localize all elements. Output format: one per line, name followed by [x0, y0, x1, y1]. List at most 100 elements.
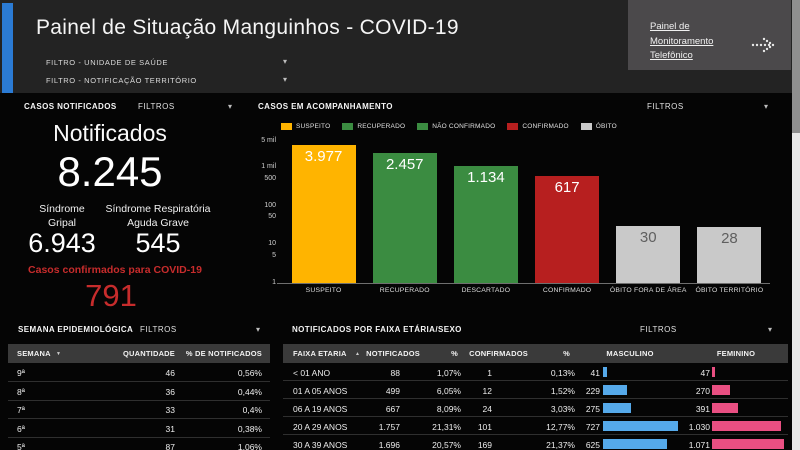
pct-notificados-cell: 0,44% — [237, 386, 262, 397]
pct-notificados-cell: 0,38% — [237, 423, 262, 434]
filter-notificacao-territorio[interactable]: FILTRO - NOTIFICAÇÃO TERRITÓRIO — [46, 76, 197, 85]
legend-color-chip — [417, 123, 429, 130]
masculino-value: 229 — [585, 386, 600, 396]
masculino-bar — [603, 439, 668, 449]
confirmados-cell: 169 — [477, 440, 492, 450]
table-row[interactable]: 6ª 31 0,38% — [8, 419, 270, 438]
monitoring-panel-link-card[interactable]: Painel de Monitoramento Telefônico — [628, 0, 791, 70]
monitoring-panel-link[interactable]: Painel de Monitoramento Telefônico — [650, 21, 714, 62]
feminino-value: 1.071 — [688, 440, 710, 450]
notified-kpi-value: 8.245 — [57, 148, 163, 195]
chart-bar-category: DESCARTADO — [461, 287, 511, 294]
pct-conf-cell: 0,13% — [550, 368, 575, 378]
feminino-bar — [712, 421, 782, 431]
table-row[interactable]: 01 A 05 ANOS 499 6,05% 12 1,52% 229 270 — [283, 381, 788, 399]
notified-panel-title: CASOS NOTIFICADOS — [24, 102, 117, 111]
quantidade-cell: 33 — [165, 405, 175, 416]
legend-item: NÃO CONFIRMADO — [417, 123, 495, 130]
faixa-table-header[interactable]: FAIXA ETARIA ▲ NOTIFICADOS % CONFIRMADOS… — [283, 344, 788, 363]
pct-conf-cell: 21,37% — [546, 440, 575, 450]
vertical-scrollbar-thumb[interactable] — [792, 0, 800, 133]
masculino-bar — [603, 385, 627, 395]
sindrome-gripal-label: Síndrome Gripal — [39, 203, 85, 229]
table-row[interactable]: 5ª 87 1,06% — [8, 437, 270, 450]
masculino-value: 727 — [585, 422, 600, 432]
chevron-down-icon[interactable]: ▾ — [228, 102, 233, 111]
faixa-cell: 01 A 05 ANOS — [293, 386, 348, 396]
table-row[interactable]: 06 A 19 ANOS 667 8,09% 24 3,03% 275 391 — [283, 399, 788, 417]
feminino-value: 270 — [695, 386, 710, 396]
feminino-col-header[interactable]: FEMININO — [716, 349, 756, 358]
chart-bar[interactable] — [535, 175, 600, 283]
chart-bar[interactable] — [697, 227, 762, 283]
quantidade-cell: 46 — [165, 368, 175, 378]
legend-item: RECUPERADO — [342, 123, 405, 130]
chart-bar-category: RECUPERADO — [379, 287, 430, 294]
quantidade-cell: 31 — [165, 423, 175, 434]
table-row[interactable]: 20 A 29 ANOS 1.757 21,31% 101 12,77% 727 1.030 — [283, 417, 788, 435]
pct-conf-cell: 1,52% — [550, 386, 575, 396]
notificados-cell: 499 — [385, 386, 400, 396]
masculino-col-header[interactable]: MASCULINO — [606, 349, 654, 358]
table-row[interactable]: 9ª 46 0,56% — [8, 363, 270, 382]
faixa-etaria-col-header[interactable]: FAIXA ETARIA — [293, 349, 347, 358]
table-row[interactable]: 30 A 39 ANOS 1.696 20,57% 169 21,37% 625 1.071 — [283, 435, 788, 450]
legend-label: SUSPEITO — [296, 123, 331, 130]
chevron-down-icon[interactable]: ▾ — [764, 102, 769, 111]
accent-stripe — [2, 3, 13, 93]
chevron-down-icon[interactable]: ▾ — [283, 57, 288, 66]
legend-item: CONFIRMADO — [507, 123, 569, 130]
semana-table-title: SEMANA EPIDEMIOLÓGICA — [18, 325, 134, 334]
confirmados-cell: 24 — [482, 404, 492, 414]
legend-item: SUSPEITO — [281, 123, 330, 130]
semana-cell: 5ª — [17, 442, 25, 450]
faixa-cell: 06 A 19 ANOS — [293, 404, 348, 414]
sindrome-gripal-value: 6.943 — [28, 228, 96, 258]
feminino-bar — [712, 385, 731, 395]
chart-panel-title: CASOS EM ACOMPANHAMENTO — [258, 102, 393, 111]
pct-notificados-col-header[interactable]: % DE NOTIFICADOS — [185, 349, 262, 358]
legend-color-chip — [507, 123, 519, 130]
y-axis-tick-label: 5 mil — [261, 136, 276, 144]
table-row[interactable]: 7ª 33 0,4% — [8, 400, 270, 420]
chart-legend: SUSPEITO RECUPERADO NÃO CONFIRMADO CONFIRMA… — [281, 123, 617, 130]
semana-col-header[interactable]: SEMANA — [17, 349, 51, 358]
sort-desc-icon[interactable]: ▼ — [56, 351, 61, 357]
confirmados-col-header[interactable]: CONFIRMADOS — [469, 349, 528, 358]
chevron-down-icon[interactable]: ▾ — [768, 325, 773, 334]
semana-table-header[interactable]: SEMANA ▼ QUANTIDADE % DE NOTIFICADOS — [8, 344, 270, 363]
semana-cell: 8ª — [17, 386, 25, 397]
notified-panel-filters[interactable]: FILTROS — [138, 102, 175, 111]
table-row[interactable]: 8ª 36 0,44% — [8, 382, 270, 401]
chart-bar[interactable] — [616, 226, 681, 283]
y-axis-tick-label: 5 — [272, 251, 276, 259]
table-row[interactable]: < 01 ANO 88 1,07% 1 0,13% 41 47 — [283, 363, 788, 381]
quantidade-col-header[interactable]: QUANTIDADE — [123, 349, 175, 358]
legend-label: RECUPERADO — [357, 123, 406, 130]
y-axis-tick-label: 500 — [264, 174, 276, 182]
notificados-col-header[interactable]: NOTIFICADOS — [366, 349, 420, 358]
chart-bar[interactable] — [453, 165, 518, 283]
chevron-down-icon[interactable]: ▾ — [283, 75, 288, 84]
sort-asc-icon[interactable]: ▲ — [355, 351, 360, 357]
chart-bar-value: 28 — [721, 230, 738, 248]
chart-panel-filters[interactable]: FILTROS — [647, 102, 684, 111]
pct-not-cell: 6,05% — [436, 386, 461, 396]
feminino-bar — [712, 403, 739, 413]
quantidade-cell: 36 — [165, 386, 175, 397]
chart-bar-value: 3.977 — [304, 147, 343, 165]
confirmed-covid-value: 791 — [85, 278, 137, 313]
pct2-col-header[interactable]: % — [563, 349, 570, 358]
semana-table-filters[interactable]: FILTROS — [140, 325, 177, 334]
chart-bar[interactable] — [291, 144, 356, 283]
legend-color-chip — [281, 123, 292, 130]
legend-label: NÃO CONFIRMADO — [432, 123, 496, 130]
masculino-value: 275 — [585, 404, 600, 414]
pct-col-header[interactable]: % — [451, 349, 458, 358]
chart-bar[interactable] — [372, 152, 437, 283]
pct-notificados-cell: 1,06% — [237, 442, 262, 450]
faixa-table-filters[interactable]: FILTROS — [640, 325, 677, 334]
vertical-scrollbar-track[interactable] — [792, 0, 800, 450]
filter-unidade-saude[interactable]: FILTRO - UNIDADE DE SAÚDE — [46, 58, 168, 67]
chevron-down-icon[interactable]: ▾ — [256, 325, 261, 334]
